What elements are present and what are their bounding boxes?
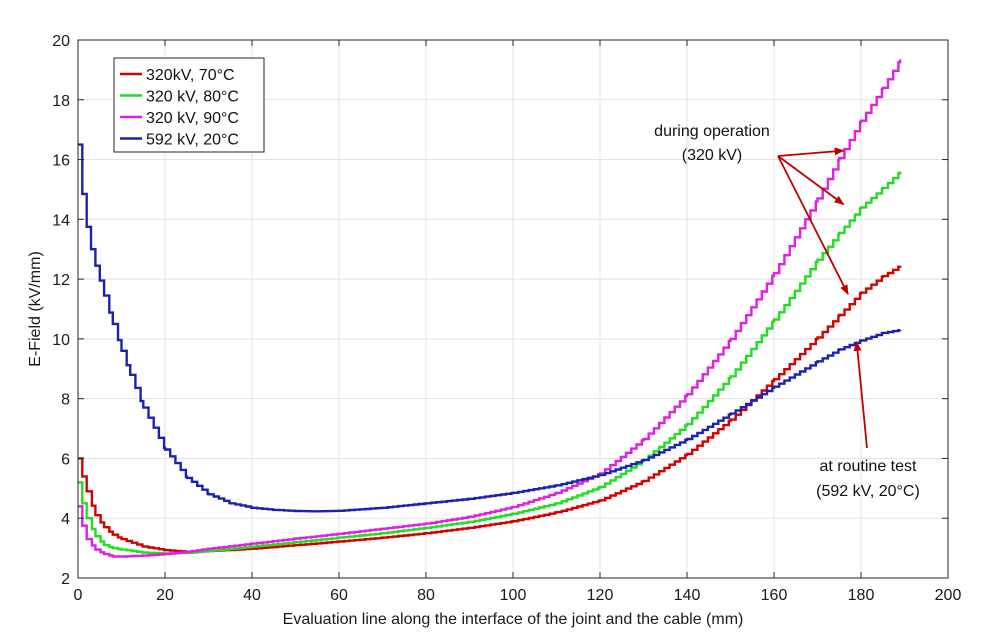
axis-ticks: 0 20 40 60 80 100 120 140 160 180 200 2 4 6 8 10 12 14 16 1… [52, 33, 961, 604]
y-tick-label: 8 [61, 392, 70, 409]
annotation-text: (592 kV, 20°C) [816, 483, 920, 500]
y-tick-label: 20 [52, 33, 70, 50]
y-tick-label: 12 [52, 272, 70, 289]
x-tick-label: 100 [500, 587, 527, 604]
annotation-text: during operation [654, 123, 770, 140]
x-tick-label: 180 [848, 587, 875, 604]
series-line-2 [78, 59, 902, 558]
legend-label: 320 kV, 80°C [146, 89, 239, 106]
y-tick-label: 6 [61, 451, 70, 468]
x-tick-label: 20 [156, 587, 174, 604]
x-tick-label: 200 [935, 587, 962, 604]
annotation-arrow [853, 340, 868, 449]
x-tick-label: 120 [587, 587, 614, 604]
legend-label: 592 kV, 20°C [146, 132, 239, 149]
annotations: during operation (320 kV) at routine test (… [654, 123, 920, 500]
x-tick-label: 40 [243, 587, 261, 604]
y-tick-label: 4 [61, 511, 70, 528]
x-tick-label: 0 [74, 587, 83, 604]
y-tick-label: 18 [52, 93, 70, 110]
series-line-3 [78, 143, 902, 513]
annotation-text: (320 kV) [682, 147, 742, 164]
x-tick-label: 80 [417, 587, 435, 604]
annotation-arrow [777, 155, 845, 206]
series-line-1 [78, 171, 902, 555]
legend: 320kV, 70°C 320 kV, 80°C 320 kV, 90°C 592 k… [113, 57, 265, 153]
y-tick-label: 2 [61, 571, 70, 588]
legend-label: 320 kV, 90°C [146, 110, 239, 127]
x-tick-label: 60 [330, 587, 348, 604]
y-axis-label: E-Field (kV/mm) [27, 251, 44, 367]
y-tick-label: 14 [52, 212, 70, 229]
y-tick-label: 10 [52, 332, 70, 349]
x-tick-label: 160 [761, 587, 788, 604]
annotation-arrow [777, 155, 849, 295]
x-axis-label: Evaluation line along the interface of t… [283, 611, 744, 628]
annotation-arrow [777, 147, 845, 157]
y-tick-label: 16 [52, 153, 70, 170]
series-layer [78, 59, 902, 558]
x-tick-label: 140 [674, 587, 701, 604]
annotation-text: at routine test [820, 458, 918, 475]
legend-label: 320kV, 70°C [146, 67, 235, 84]
